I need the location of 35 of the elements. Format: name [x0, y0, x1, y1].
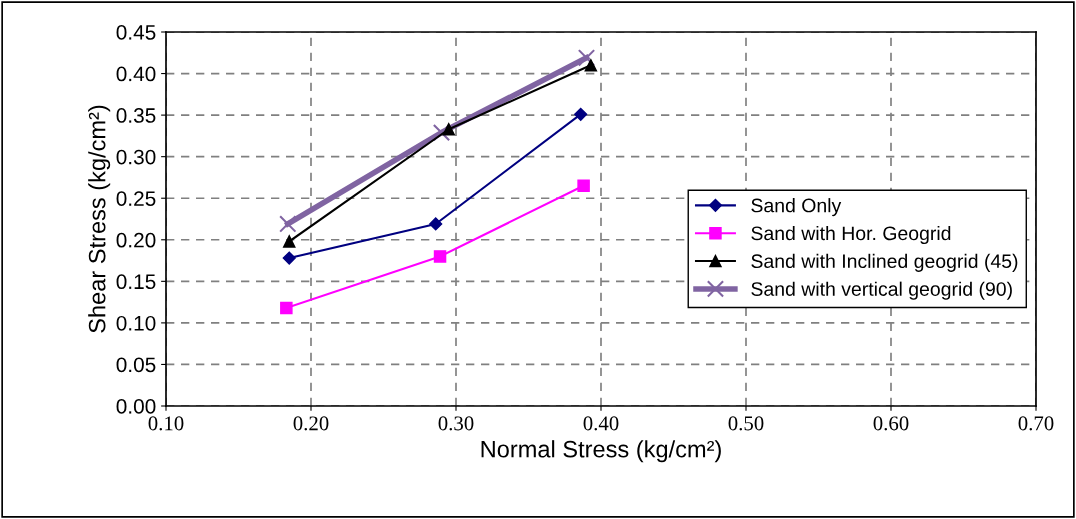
y-tick-label: 0.35	[116, 108, 156, 123]
x-axis-title: Normal Stress (kg/cm²)	[481, 440, 721, 463]
x-tick-label: 0.60	[873, 416, 909, 431]
point	[574, 107, 588, 121]
x-tick-label: 0.70	[1018, 416, 1054, 431]
point	[433, 250, 447, 263]
point	[442, 122, 456, 136]
y-tick-label: 0.10	[116, 315, 156, 331]
legend-label: Sand with vertical geogrid (90)	[751, 281, 1012, 300]
point	[577, 179, 590, 193]
y-tick-label: 0.15	[116, 274, 156, 290]
y-axis-title: Shear Stress (kg/cm²)	[88, 105, 111, 333]
x-tick-label: 0.10	[148, 416, 184, 431]
point	[282, 251, 296, 265]
x-tick-label: 0.40	[583, 416, 619, 431]
legend-label: Sand with Hor. Geogrid	[751, 225, 951, 245]
legend-label: Sand Only	[751, 198, 842, 217]
legend-label: Sand with Inclined geogrid (45)	[751, 253, 1018, 272]
y-tick-label: 0.40	[116, 66, 156, 82]
y-tick-label: 0.25	[116, 191, 156, 206]
point	[280, 301, 293, 315]
y-tick-label: 0.20	[116, 232, 156, 248]
y-tick-label: 0.45	[116, 25, 156, 40]
x-tick-label: 0.50	[728, 416, 764, 431]
y-tick-label: 0.05	[116, 357, 156, 373]
point	[429, 217, 443, 231]
point	[432, 123, 451, 142]
point	[577, 49, 596, 67]
point	[584, 58, 598, 72]
x-tick-label: 0.20	[293, 416, 329, 431]
y-tick-label: 0.30	[116, 149, 156, 165]
point	[279, 215, 297, 233]
y-tick-label: 0.00	[116, 399, 156, 414]
point	[282, 235, 296, 248]
x-tick-label: 0.30	[438, 416, 474, 431]
